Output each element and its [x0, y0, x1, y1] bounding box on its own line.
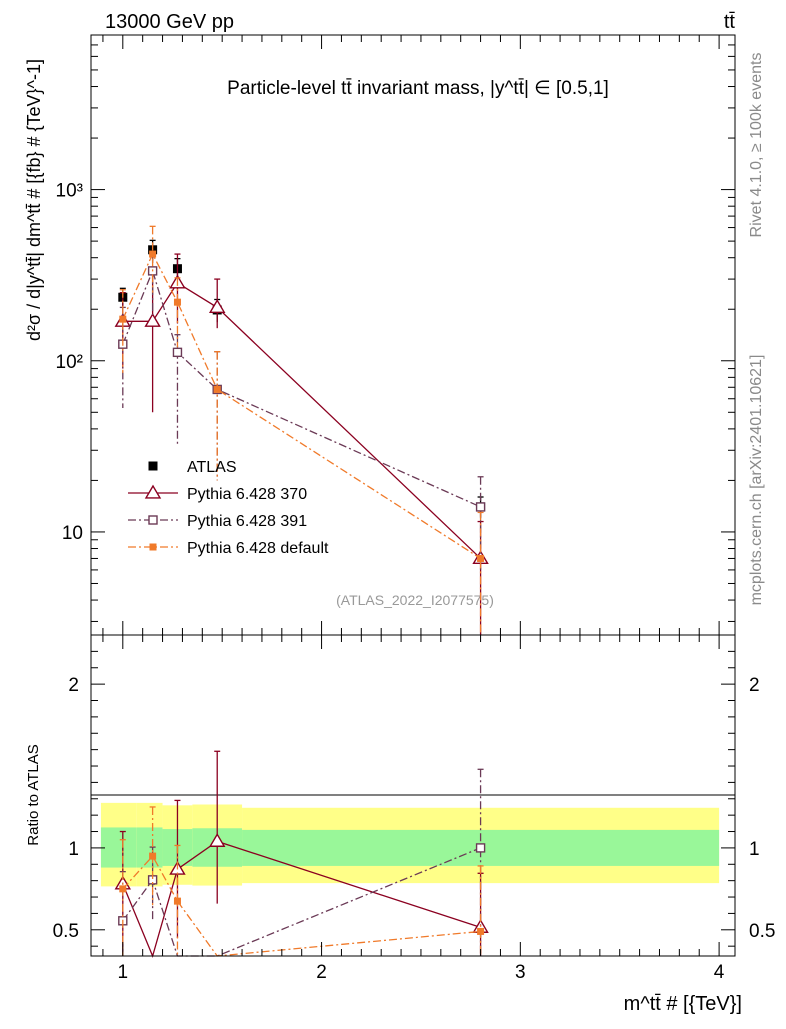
xtick-label-3: 4 — [714, 962, 725, 983]
marker-pythia-6-428-default-3 — [213, 385, 221, 393]
main-panel: 10 10² 10³ Particle-level tt̄ invariant ma… — [24, 34, 736, 636]
main-series — [114, 225, 489, 635]
legend-marker-pythia-6-428-370 — [144, 484, 162, 499]
ratio-marker-pythia-6-428-370-3 — [208, 832, 226, 847]
marker-pythia-6-428-391-2 — [172, 347, 183, 358]
main-ytick-label-1: 10² — [56, 352, 83, 373]
mcplots-label: mcplots.cern.ch [arXiv:2401.10621] — [748, 355, 765, 606]
x-axis-label: m^tt̄ # [{TeV}] — [624, 993, 742, 1015]
ratio-ylabel: Ratio to ATLAS — [25, 744, 42, 845]
main-ytick-label-2: 10³ — [56, 181, 83, 202]
main-ylabel: d²σ / d|y^tt̄| dm^tt̄ # [{fb} # {TeV}^-1… — [24, 59, 44, 341]
legend-label-pythia-6-428-default: Pythia 6.428 default — [187, 540, 329, 557]
series-line-pythia-6-428-default — [122, 252, 481, 560]
watermark: (ATLAS_2022_I2077575) — [336, 592, 494, 608]
legend-marker-atlas — [148, 461, 158, 471]
ratio-marker-pythia-6-428-default-0 — [119, 885, 127, 893]
xtick-label-2: 3 — [515, 962, 526, 983]
ratio-series — [114, 750, 489, 958]
ratio-ytick-label-left-2: 2 — [68, 675, 79, 696]
header-energy: 13000 GeV pp — [105, 11, 234, 33]
xtick-label-0: 1 — [118, 962, 129, 983]
marker-pythia-6-428-391-4 — [475, 502, 486, 512]
series-line-pythia-6-428-391 — [122, 268, 481, 508]
marker-pythia-6-428-default-4 — [477, 554, 485, 562]
ratio-marker-pythia-6-428-default-2 — [173, 897, 181, 905]
ratio-frame — [90, 634, 736, 957]
ratio-ticks: 0.5 0.5 1 1 2 2 1 2 3 4 — [53, 635, 775, 983]
marker-pythia-6-428-370-3 — [208, 299, 226, 313]
legend-marker-pythia-6-428-391 — [148, 515, 158, 525]
ratio-marker-pythia-6-428-default-1 — [149, 852, 157, 860]
legend-label-atlas: ATLAS — [187, 459, 237, 476]
ratio-ytick-label-right-1: 1 — [749, 839, 760, 860]
ratio-marker-pythia-6-428-default-4 — [477, 927, 485, 935]
rivet-label: Rivet 4.1.0, ≥ 100k events — [748, 53, 765, 238]
ratio-ytick-label-left-1: 1 — [68, 839, 79, 860]
ratio-ytick-label-left-0: 0.5 — [53, 921, 79, 942]
marker-pythia-6-428-default-2 — [173, 298, 181, 306]
band-green-0 — [100, 827, 137, 868]
legend-label-pythia-6-428-370: Pythia 6.428 370 — [187, 486, 307, 503]
ratio-panel: 0.5 0.5 1 1 2 2 1 2 3 4 Ratio to ATLAS m^tt̄ # [{… — [25, 634, 775, 1015]
ratio-line-pythia-6-428-default — [122, 854, 481, 957]
ratio-ytick-label-right-2: 2 — [749, 675, 760, 696]
marker-pythia-6-428-default-0 — [119, 315, 127, 323]
header-process: tt̄ — [724, 11, 736, 33]
legend-label-pythia-6-428-391: Pythia 6.428 391 — [187, 513, 307, 530]
ratio-marker-pythia-6-428-391-4 — [475, 843, 486, 853]
xtick-label-1: 2 — [316, 962, 327, 983]
marker-pythia-6-428-370-1 — [144, 312, 161, 327]
marker-pythia-6-428-default-1 — [149, 250, 157, 258]
ratio-ytick-label-right-0: 0.5 — [749, 921, 775, 942]
legend-marker-pythia-6-428-default — [149, 543, 157, 551]
ratio-bands — [100, 802, 720, 887]
main-ytick-label-0: 10 — [62, 523, 83, 544]
legend: ATLAS Pythia 6.428 370 Pythia 6.428 391 Pyt… — [128, 459, 329, 557]
main-ticks: 10 10² 10³ — [56, 34, 735, 635]
main-title: Particle-level tt̄ invariant mass, |y^tt… — [227, 78, 609, 99]
